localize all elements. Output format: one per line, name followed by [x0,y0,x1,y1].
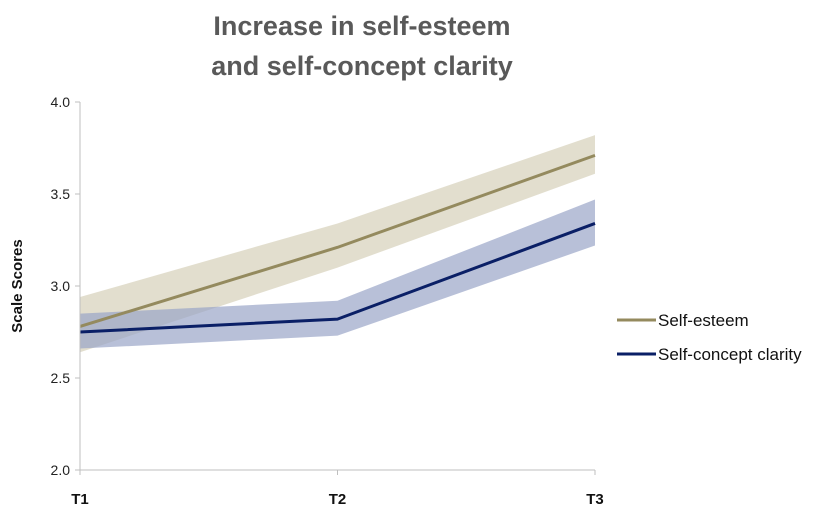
y-tick-label: 3.0 [51,278,71,294]
legend-label-0: Self-esteem [658,311,749,330]
series-line-0 [79,153,596,328]
confidence-band-0 [80,135,595,353]
x-axis-ticks: T1 T2 T3 [71,470,604,508]
legend: Self-esteem Self-concept clarity [617,311,802,364]
y-tick-label: 2.0 [51,462,71,478]
series-line-1 [79,222,596,334]
confidence-bands [80,135,595,353]
y-axis-ticks: 2.0 2.5 3.0 3.5 4.0 [51,94,80,478]
confidence-band-1 [80,199,595,349]
y-axis-title: Scale Scores [9,239,26,332]
legend-label-1: Self-concept clarity [658,345,802,364]
y-tick-label: 4.0 [51,94,71,110]
y-tick-label: 3.5 [51,186,71,202]
y-tick-label: 2.5 [51,370,71,386]
x-tick-label: T2 [329,491,347,508]
x-tick-label: T3 [586,491,604,508]
chart-title-line-2: and self-concept clarity [211,51,513,81]
chart-title-line-1: Increase in self-esteem [213,11,510,41]
series-lines [79,153,596,334]
x-tick-label: T1 [71,491,89,508]
